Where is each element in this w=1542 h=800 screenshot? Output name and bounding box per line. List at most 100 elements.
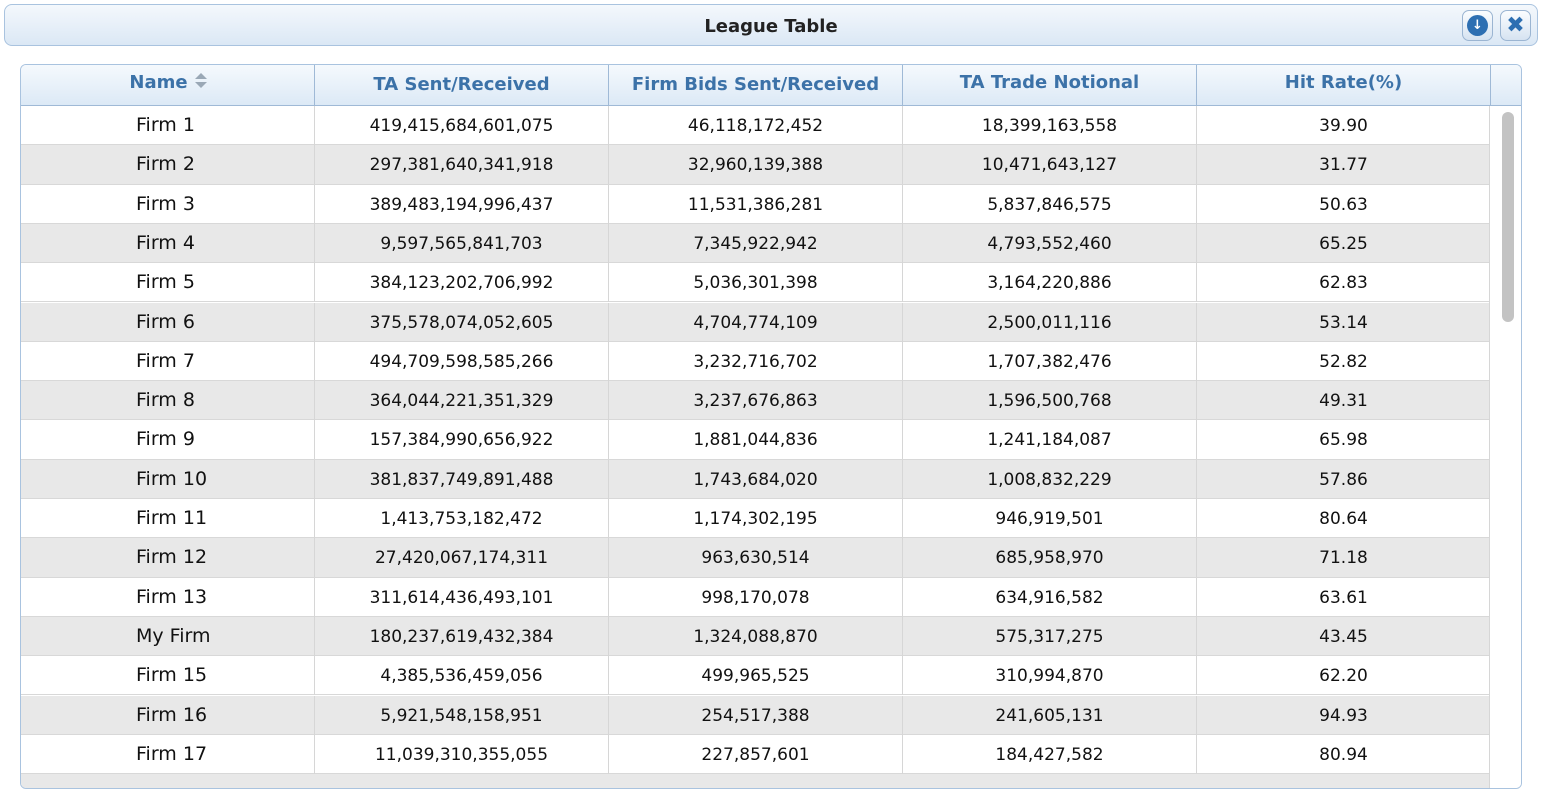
table-body: Firm 1 419,415,684,601,075 46,118,172,452 1… [21, 106, 1489, 788]
cell-ta-sent-received: 9,597,565,841,703 [315, 223, 609, 263]
cell-hit-rate: 94.93 [1197, 696, 1489, 735]
cell-name: Firm 5 [21, 263, 315, 303]
cell-ta-trade-notional: 310,994,870 [903, 656, 1197, 696]
cell-ta-trade-notional: 1,241,184,087 [903, 420, 1197, 460]
cell-hit-rate: 65.25 [1197, 224, 1489, 263]
cell-ta-sent-received: 180,237,619,432,384 [315, 616, 609, 656]
table-row[interactable]: Firm 17 11,039,310,355,055 227,857,601 184,… [21, 734, 1489, 775]
cell-ta-trade-notional: 946,919,501 [903, 499, 1197, 538]
cell-hit-rate: 31.77 [1197, 145, 1489, 184]
table-row[interactable]: Firm 2 297,381,640,341,918 32,960,139,388 1… [21, 145, 1489, 185]
cell-ta-trade-notional: 1,596,500,768 [903, 381, 1197, 421]
table-row[interactable]: Firm 12 27,420,067,174,311 963,630,514 685,… [21, 538, 1489, 578]
cell-ta-sent-received: 494,709,598,585,266 [315, 341, 609, 381]
column-header-label: Name [129, 72, 188, 93]
table-row[interactable]: Firm 13 311,614,436,493,101 998,170,078 634… [21, 577, 1489, 617]
cell-ta-trade-notional: 3,164,220,886 [903, 263, 1197, 303]
table-row[interactable]: My Firm 180,237,619,432,384 1,324,088,870 5… [21, 616, 1489, 657]
cell-hit-rate: 53.14 [1197, 303, 1489, 342]
table-row[interactable]: Firm 1 419,415,684,601,075 46,118,172,452 1… [21, 106, 1489, 146]
cell-firm-bids: 254,517,388 [609, 695, 903, 735]
cell-ta-sent-received: 4,385,536,459,056 [315, 656, 609, 696]
sort-icon [194, 73, 207, 89]
cell-firm-bids: 3,237,676,863 [609, 381, 903, 421]
cell-ta-sent-received: 27,420,067,174,311 [315, 538, 609, 578]
cell-name: Firm 17 [21, 734, 315, 774]
close-button[interactable]: ✖ [1500, 10, 1531, 41]
cell-firm-bids: 1,324,088,870 [609, 616, 903, 656]
cell-name: Firm 2 [21, 145, 315, 185]
cell-name: My Firm [21, 616, 315, 656]
window-titlebar: League Table ↓ ✖ [4, 4, 1538, 46]
cell-ta-sent-received: 297,381,640,341,918 [315, 145, 609, 185]
cell-name: Firm 11 [21, 499, 315, 538]
table-row[interactable]: Firm 8 364,044,221,351,329 3,237,676,863 1,… [21, 381, 1489, 421]
cell-hit-rate: 62.20 [1197, 656, 1489, 695]
cell-firm-bids: 1,881,044,836 [609, 420, 903, 460]
table-row[interactable]: Firm 3 389,483,194,996,437 11,531,386,281 5… [21, 184, 1489, 224]
cell-hit-rate: 49.31 [1197, 381, 1489, 420]
cell-ta-trade-notional: 241,605,131 [903, 695, 1197, 735]
cell-hit-rate: 39.90 [1197, 106, 1489, 145]
cell-name: Firm 16 [21, 695, 315, 735]
column-header-name[interactable]: Name [21, 65, 315, 106]
download-button[interactable]: ↓ [1462, 10, 1493, 41]
cell-ta-trade-notional: 1,008,832,229 [903, 459, 1197, 499]
cell-ta-sent-received: 11,039,310,355,055 [315, 734, 609, 774]
cell-firm-bids: 227,857,601 [609, 734, 903, 774]
cell-ta-trade-notional: 5,837,846,575 [903, 184, 1197, 224]
column-header-label: TA Sent/Received [373, 74, 550, 95]
table-row[interactable]: Firm 7 494,709,598,585,266 3,232,716,702 1,… [21, 341, 1489, 382]
cell-firm-bids: 963,630,514 [609, 538, 903, 578]
league-table-grid: Name TA Sent/Received Firm Bids Sent/Rec… [20, 64, 1522, 789]
cell-firm-bids: 11,531,386,281 [609, 184, 903, 224]
cell-ta-sent-received: 389,483,194,996,437 [315, 184, 609, 224]
column-header-label: TA Trade Notional [959, 72, 1140, 93]
column-header-firm-bids[interactable]: Firm Bids Sent/Received [609, 65, 903, 106]
column-header-ta-trade-notional[interactable]: TA Trade Notional [903, 65, 1197, 106]
table-row[interactable]: Firm 4 9,597,565,841,703 7,345,922,942 4,79… [21, 223, 1489, 264]
cell-name: Firm 10 [21, 459, 315, 499]
cell-ta-trade-notional: 10,471,643,127 [903, 145, 1197, 185]
cell-firm-bids: 46,118,172,452 [609, 106, 903, 145]
cell-ta-sent-received: 311,614,436,493,101 [315, 577, 609, 617]
cell-firm-bids: 4,704,774,109 [609, 302, 903, 342]
cell-hit-rate: 71.18 [1197, 538, 1489, 577]
cell-hit-rate: 63.61 [1197, 578, 1489, 617]
table-row-partial[interactable] [21, 774, 1489, 788]
table-row[interactable]: Firm 16 5,921,548,158,951 254,517,388 241,6… [21, 695, 1489, 735]
table-row[interactable]: Firm 10 381,837,749,891,488 1,743,684,020 1… [21, 459, 1489, 499]
cell-hit-rate: 52.82 [1197, 342, 1489, 381]
cell-firm-bids: 998,170,078 [609, 577, 903, 617]
cell-ta-sent-received: 5,921,548,158,951 [315, 695, 609, 735]
column-header-hit-rate[interactable]: Hit Rate(%) [1197, 65, 1491, 106]
cell-ta-sent-received: 364,044,221,351,329 [315, 381, 609, 421]
cell-hit-rate: 65.98 [1197, 420, 1489, 459]
cell-hit-rate: 57.86 [1197, 460, 1489, 499]
cell-ta-sent-received: 375,578,074,052,605 [315, 302, 609, 342]
table-row[interactable]: Firm 15 4,385,536,459,056 499,965,525 310,9… [21, 656, 1489, 696]
cell-name: Firm 9 [21, 420, 315, 460]
cell-firm-bids: 7,345,922,942 [609, 223, 903, 263]
cell-ta-sent-received: 384,123,202,706,992 [315, 263, 609, 303]
table-header: Name TA Sent/Received Firm Bids Sent/Rec… [21, 65, 1521, 106]
cell-firm-bids: 3,232,716,702 [609, 341, 903, 381]
cell-hit-rate: 80.64 [1197, 499, 1489, 538]
column-header-ta-sent-received[interactable]: TA Sent/Received [315, 65, 609, 106]
cell-ta-sent-received: 1,413,753,182,472 [315, 499, 609, 538]
cell-firm-bids: 1,743,684,020 [609, 459, 903, 499]
cell-name: Firm 8 [21, 381, 315, 421]
cell-name: Firm 12 [21, 538, 315, 578]
table-row[interactable]: Firm 6 375,578,074,052,605 4,704,774,109 2,… [21, 302, 1489, 342]
table-row[interactable]: Firm 9 157,384,990,656,922 1,881,044,836 1,… [21, 420, 1489, 460]
table-row[interactable]: Firm 5 384,123,202,706,992 5,036,301,398 3,… [21, 263, 1489, 303]
table-row[interactable]: Firm 11 1,413,753,182,472 1,174,302,195 946… [21, 499, 1489, 539]
cell-hit-rate: 62.83 [1197, 263, 1489, 302]
cell-name: Firm 6 [21, 302, 315, 342]
vertical-scrollbar[interactable] [1489, 106, 1521, 788]
cell-hit-rate: 80.94 [1197, 735, 1489, 774]
cell-ta-trade-notional: 18,399,163,558 [903, 106, 1197, 145]
cell-ta-trade-notional: 184,427,582 [903, 734, 1197, 774]
scrollbar-thumb[interactable] [1502, 112, 1514, 322]
